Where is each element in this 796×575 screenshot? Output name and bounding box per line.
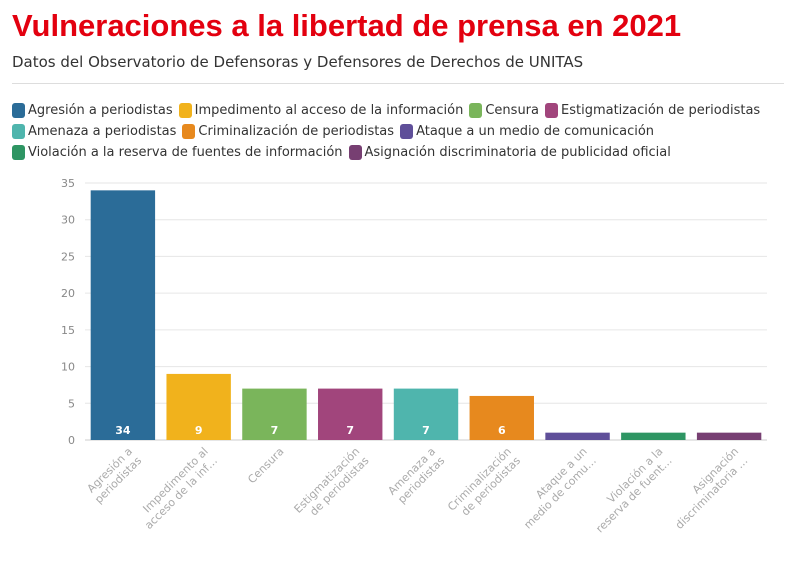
legend-item[interactable]: Ataque a un medio de comunicación [400, 121, 654, 141]
legend-swatch [545, 102, 558, 118]
legend-swatch [182, 123, 196, 139]
data-label: 7 [346, 424, 354, 437]
legend-label: Amenaza a periodistas [28, 123, 177, 139]
data-label: 7 [271, 424, 279, 437]
legend-item[interactable]: Impedimento al acceso de la información [178, 100, 464, 120]
legend-swatch [178, 102, 192, 118]
x-tick-label-group: Censura [245, 445, 286, 486]
legend-swatch [348, 144, 362, 160]
bar[interactable] [318, 388, 383, 440]
y-tick-label: 5 [68, 397, 75, 410]
data-label: 9 [195, 424, 203, 437]
y-tick-label: 0 [68, 434, 75, 447]
y-tick-label: 10 [61, 361, 75, 374]
chart-subtitle: Datos del Observatorio de Defensoras y D… [12, 53, 584, 71]
legend-swatch [12, 102, 25, 118]
legend-label: Violación a la reserva de fuentes de inf… [28, 144, 343, 160]
legend-item[interactable]: Censura [469, 100, 539, 120]
legend-swatch [12, 123, 25, 139]
bar[interactable] [242, 388, 307, 440]
data-label: 6 [498, 424, 506, 437]
data-label: 34 [115, 424, 131, 437]
legend-label: Estigmatización de periodistas [561, 102, 761, 118]
bar[interactable] [90, 190, 156, 440]
x-tick-label: Censura [245, 445, 286, 486]
bar[interactable] [696, 432, 762, 440]
x-tick-label-group: Asignacióndiscriminatoria … [673, 445, 751, 532]
legend-item[interactable]: Criminalización de periodistas [182, 121, 394, 141]
y-tick-label: 30 [61, 214, 75, 227]
chart-title: Vulneraciones a la libertad de prensa en… [12, 8, 682, 43]
bar[interactable] [621, 432, 686, 440]
y-tick-label: 35 [61, 177, 75, 190]
legend-label: Agresión a periodistas [28, 102, 173, 118]
y-tick-label: 20 [61, 287, 75, 300]
bar[interactable] [469, 395, 534, 440]
legend-swatch [469, 102, 483, 118]
bar[interactable] [393, 388, 459, 440]
legend-item[interactable]: Violación a la reserva de fuentes de inf… [12, 142, 343, 162]
legend-label: Impedimento al acceso de la información [194, 102, 464, 118]
y-tick-label: 15 [61, 324, 75, 337]
legend-swatch [12, 144, 25, 160]
legend-label: Criminalización de periodistas [198, 123, 395, 139]
legend-swatch [400, 123, 414, 139]
bar[interactable] [166, 373, 231, 440]
legend-item[interactable]: Estigmatización de periodistas [545, 100, 760, 120]
legend: Agresión a periodistas Impedimento al acc… [12, 100, 788, 162]
data-label: 7 [422, 424, 430, 437]
legend-label: Ataque a un medio de comunicación [416, 123, 655, 139]
header-divider [12, 83, 784, 84]
legend-item[interactable]: Agresión a periodistas [12, 100, 173, 120]
y-tick-label: 25 [61, 250, 75, 263]
legend-label: Censura [485, 102, 539, 118]
legend-label: Asignación discriminatoria de publicidad… [364, 144, 671, 160]
legend-item[interactable]: Asignación discriminatoria de publicidad… [348, 142, 671, 162]
bar[interactable] [545, 432, 610, 440]
legend-item[interactable]: Amenaza a periodistas [12, 121, 176, 141]
